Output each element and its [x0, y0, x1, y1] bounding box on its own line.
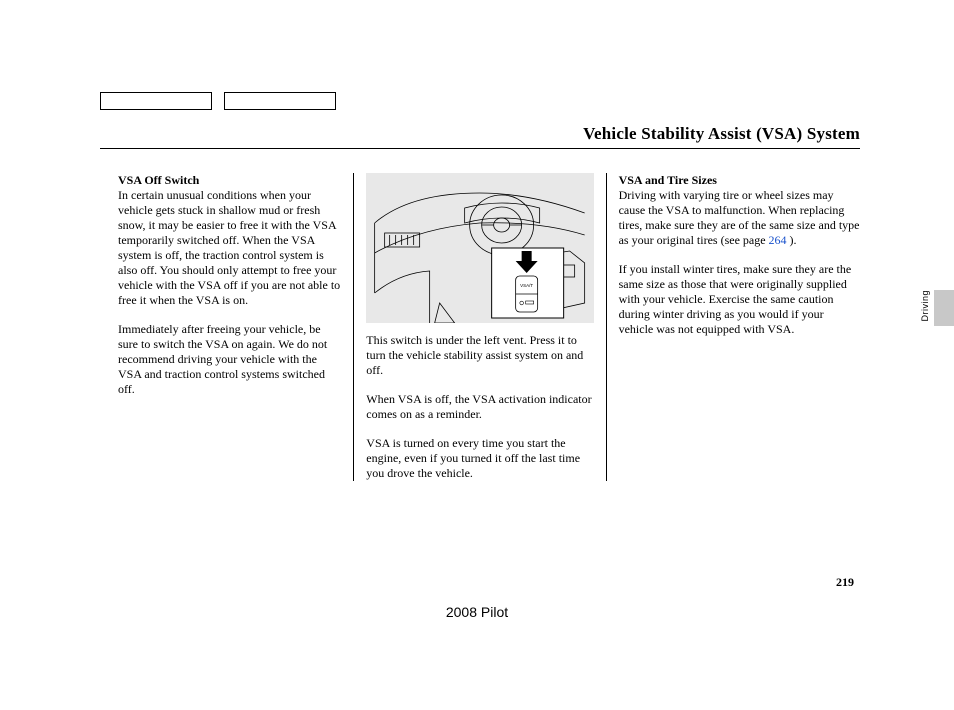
column-1: VSA Off Switch In certain unusual condit…: [100, 173, 353, 481]
col3-heading: VSA and Tire Sizes: [619, 173, 717, 187]
col3-p1b: ).: [787, 233, 797, 247]
section-tab: [934, 290, 954, 326]
vsa-switch-illustration: VSA/T: [366, 173, 593, 323]
top-button-boxes: [100, 92, 860, 110]
col1-p1: In certain unusual conditions when your …: [118, 188, 340, 307]
col2-p2: When VSA is off, the VSA activation indi…: [366, 392, 593, 422]
page-ref-link[interactable]: 264: [769, 233, 787, 247]
col2-p1: This switch is under the left vent. Pres…: [366, 333, 593, 378]
section-tab-label: Driving: [920, 290, 930, 322]
col3-p1a: Driving with varying tire or wheel sizes…: [619, 188, 860, 247]
svg-text:VSA/T: VSA/T: [520, 283, 533, 288]
page-number: 219: [836, 575, 854, 590]
top-box-2: [224, 92, 336, 110]
col1-heading: VSA Off Switch: [118, 173, 199, 187]
footer-model: 2008 Pilot: [0, 604, 954, 620]
col1-p2: Immediately after freeing your vehicle, …: [118, 322, 341, 397]
page-title: Vehicle Stability Assist (VSA) System: [100, 124, 860, 149]
col3-p2: If you install winter tires, make sure t…: [619, 262, 860, 337]
col2-p3: VSA is turned on every time you start th…: [366, 436, 593, 481]
dashboard-svg: VSA/T: [366, 173, 593, 323]
column-2: VSA/T This switch is under the left vent…: [353, 173, 606, 481]
column-3: VSA and Tire Sizes Driving with varying …: [607, 173, 860, 481]
top-box-1: [100, 92, 212, 110]
